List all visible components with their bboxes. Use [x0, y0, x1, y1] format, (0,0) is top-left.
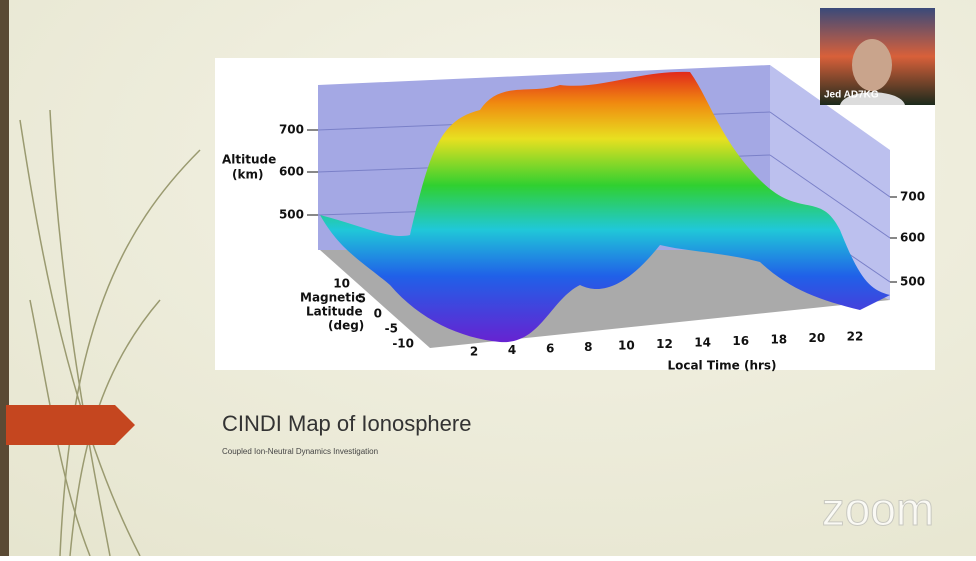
- tick-label: 18: [770, 333, 787, 347]
- tick-label: 700: [279, 123, 304, 137]
- tick-label: 2: [470, 345, 478, 359]
- tick-label: 700: [900, 190, 925, 204]
- arrow: [6, 405, 135, 445]
- tick-label: 0: [374, 307, 382, 321]
- tick-label: 10: [618, 339, 635, 353]
- watermark: zoom: [822, 483, 934, 535]
- participant-face: [852, 39, 892, 91]
- side-bar: [0, 0, 9, 556]
- axis-label: Latitude: [306, 305, 363, 319]
- tick-label: 20: [809, 331, 826, 345]
- tick-label: 600: [900, 231, 925, 245]
- tick-label: -10: [392, 337, 414, 351]
- tick-label: 6: [546, 342, 554, 356]
- tick-label: 500: [279, 208, 304, 222]
- slide: Altitude (km) Local Time (hrs) 700 600 500…: [0, 0, 976, 556]
- participant-name: Jed AD7KG: [824, 90, 879, 101]
- tick-label: 8: [584, 340, 592, 354]
- axis-label: Altitude: [222, 153, 276, 167]
- tick-label: 10: [333, 277, 350, 291]
- tick-label: 12: [656, 337, 673, 351]
- tick-label: 600: [279, 165, 304, 179]
- slide-subtitle: Coupled Ion-Neutral Dynamics Investigati…: [222, 447, 378, 456]
- slide-title: CINDI Map of Ionosphere: [222, 411, 471, 436]
- tick-label: 4: [508, 343, 516, 357]
- tick-label: 14: [694, 336, 711, 350]
- tick-label: 16: [732, 334, 749, 348]
- tick-label: 22: [847, 330, 864, 344]
- axis-label: Local Time (hrs): [667, 359, 776, 373]
- tick-label: 500: [900, 275, 925, 289]
- tick-label: -5: [385, 322, 398, 336]
- axis-label: Magnetic: [300, 291, 362, 305]
- axis-label: (km): [232, 168, 263, 182]
- tick-label: 5: [358, 292, 366, 306]
- axis-label: (deg): [328, 319, 364, 333]
